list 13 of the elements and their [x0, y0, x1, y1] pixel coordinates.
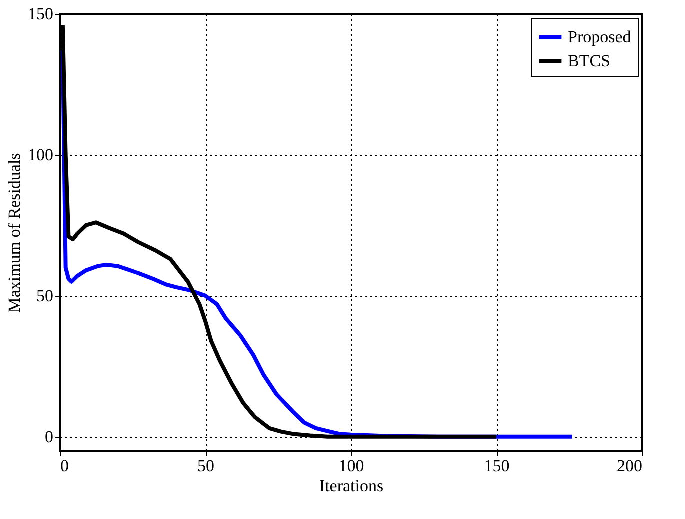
- y-tick-label: 150: [28, 4, 54, 24]
- x-tick-label: 50: [198, 456, 214, 476]
- y-tick-label: 100: [28, 145, 54, 164]
- y-axis-title: Maximum of Residuals: [5, 153, 24, 313]
- legend-label: BTCS: [568, 52, 611, 70]
- x-tick-label: 150: [484, 456, 510, 476]
- x-tick-label: 100: [338, 456, 364, 476]
- legend-label: Proposed: [568, 28, 632, 46]
- y-tick-label: 0: [45, 427, 54, 446]
- x-tick-label: 200: [617, 456, 642, 476]
- x-tick-label: 0: [60, 456, 69, 476]
- y-tick-label: 50: [36, 286, 54, 306]
- x-axis-title: Iterations: [319, 476, 384, 496]
